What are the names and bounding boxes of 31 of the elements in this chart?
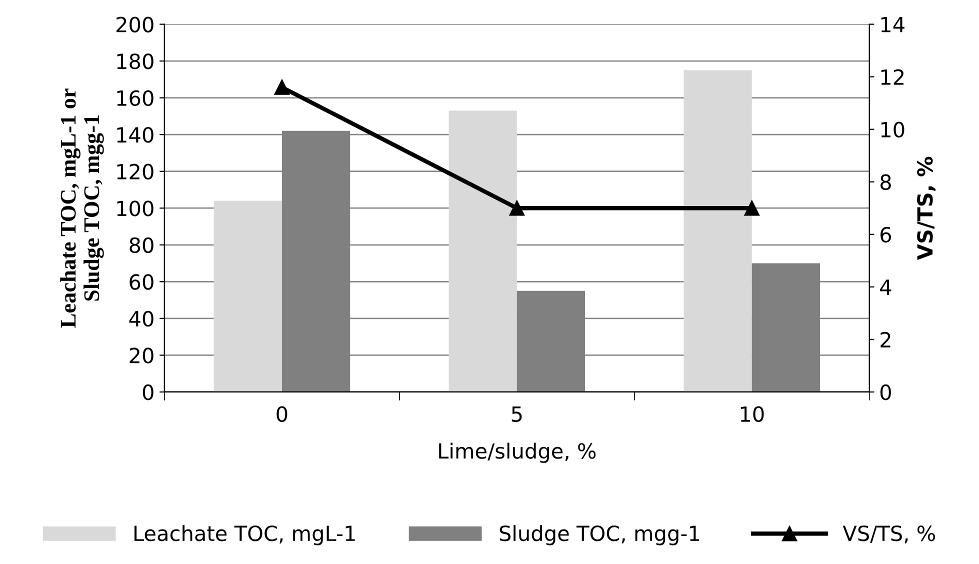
y2-tick-label: 6 bbox=[880, 226, 892, 243]
y-tick-label: 80 bbox=[130, 237, 154, 254]
legend-label: VS/TS, % bbox=[842, 525, 935, 544]
bar bbox=[684, 70, 752, 392]
y-tick-label: 40 bbox=[129, 310, 154, 327]
y-tick-label: 120 bbox=[117, 164, 154, 180]
x-tick-label: 5 bbox=[512, 406, 522, 422]
y-tick-label: 160 bbox=[117, 90, 154, 106]
y2-tick-label: 12 bbox=[881, 69, 904, 85]
legend-label: Leachate TOC, mgL-1 bbox=[134, 525, 355, 546]
y2-tick-label: 14 bbox=[881, 16, 904, 32]
y2-axis-title: VS/TS, % bbox=[917, 156, 936, 260]
y2-tick-label: 10 bbox=[881, 122, 904, 138]
y-tick-label: 0 bbox=[142, 384, 154, 400]
y-tick-label: 180 bbox=[117, 53, 154, 70]
x-tick-label: 0 bbox=[276, 406, 288, 422]
legend-label: Sludge TOC, mgg-1 bbox=[500, 525, 700, 546]
y-tick-label: 20 bbox=[130, 348, 154, 364]
bar bbox=[214, 200, 282, 392]
y2-tick-label: 0 bbox=[880, 384, 891, 400]
y2-tick-label: 8 bbox=[880, 174, 891, 190]
y2-tick-label: 4 bbox=[880, 280, 892, 295]
bar bbox=[448, 110, 517, 392]
y-axis-title: Leachate TOC, mgL-1 or Sludge TOC, mgg-1 bbox=[60, 88, 104, 328]
x-tick-label: 10 bbox=[740, 406, 764, 422]
y-tick-label: 100 bbox=[117, 200, 154, 216]
y-tick-label: 60 bbox=[130, 274, 154, 290]
x-axis-title: Lime/sludge, % bbox=[439, 442, 596, 463]
y2-tick-label: 2 bbox=[880, 332, 890, 348]
y-tick-label: 200 bbox=[116, 16, 154, 32]
y-tick-label: 140 bbox=[117, 127, 154, 143]
